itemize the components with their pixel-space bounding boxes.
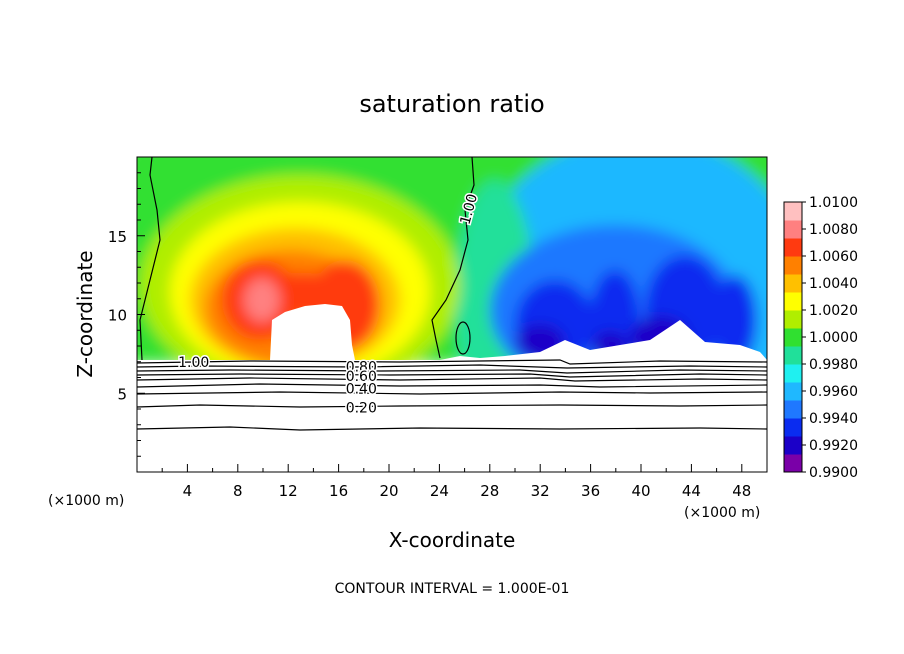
x-tick-label: 36	[581, 482, 600, 500]
colorbar-tick-label: 1.0100	[809, 195, 858, 211]
colorbar-tick-label: 0.9900	[809, 465, 858, 481]
colorbar-tick-label: 0.9940	[809, 411, 858, 427]
contour-0.10	[137, 426, 767, 431]
contour-lines	[137, 157, 767, 431]
x-unit-label-right: (×1000 m)	[684, 505, 760, 521]
colorbar-band	[784, 202, 802, 221]
y-axis-title: Z-coordinate	[73, 250, 97, 377]
contour-0.60	[137, 373, 767, 378]
x-tick-label: 28	[480, 482, 499, 500]
x-tick-label: 48	[732, 482, 751, 500]
colorbar-tick-label: 0.9920	[809, 438, 858, 454]
saturation-field	[137, 157, 767, 472]
colorbar-band	[784, 346, 802, 365]
x-tick-label: 16	[329, 482, 348, 500]
colorbar-band	[784, 364, 802, 383]
contour-0.30	[137, 391, 767, 395]
x-tick-label: 8	[233, 482, 243, 500]
colorbar-tick-label: 1.0080	[809, 222, 858, 238]
contour-stack	[137, 359, 767, 431]
contour-label: 0.40	[346, 382, 377, 398]
contour-label: 0.60	[346, 369, 377, 385]
chart-title: saturation ratio	[359, 90, 544, 118]
field-blue-cell-4	[713, 275, 757, 365]
colorbar-tick-label: 0.9960	[809, 384, 858, 400]
x-tick-label: 12	[279, 482, 298, 500]
x-tick-label: 24	[430, 482, 449, 500]
colorbar-tick-label: 1.0060	[809, 249, 858, 265]
field-white-hole	[270, 304, 355, 360]
y-tick-label: 10	[108, 307, 127, 325]
contour-interval-note: CONTOUR INTERVAL = 1.000E-01	[335, 581, 570, 597]
contour-1.00-loop	[455, 321, 471, 355]
x-tick-label: 4	[183, 482, 193, 500]
colorbar-tick-label: 1.0020	[809, 303, 858, 319]
field-pink-core	[244, 278, 280, 322]
colorbar-tick-label: 1.0040	[809, 276, 858, 292]
colorbar-tick-label: 1.0000	[809, 330, 858, 346]
x-tick-label: 44	[682, 482, 701, 500]
contour-0.20	[137, 404, 767, 408]
contour-0.70	[137, 369, 767, 374]
colorbar-band	[784, 328, 802, 347]
contour-label: 0.20	[346, 400, 377, 416]
field-sub-cloud-base	[137, 360, 767, 472]
colorbar-tick-label: 0.9980	[809, 357, 858, 373]
contour-label: 1.00	[178, 355, 209, 371]
field-white-spikes	[440, 320, 767, 360]
colorbar-band	[784, 238, 802, 257]
x-tick-label: 40	[631, 482, 650, 500]
contour-0.40	[137, 383, 767, 388]
colorbar-band	[784, 454, 802, 473]
contour-label: 0.80	[346, 359, 377, 375]
colorbar-band	[784, 274, 802, 293]
contour-1.00-east	[431, 157, 475, 359]
x-tick-label: 20	[379, 482, 398, 500]
x-axis: 4 8 12 16 20 24 28 32 36 40 44 48	[161, 464, 751, 500]
colorbar-band	[784, 436, 802, 455]
colorbar-band	[784, 292, 802, 311]
y-tick-label: 5	[117, 385, 127, 403]
colorbar-band	[784, 220, 802, 239]
contour-0.90	[137, 359, 767, 365]
x-axis-title: X-coordinate	[389, 528, 516, 552]
contour-0.50	[137, 377, 767, 382]
x-unit-label-left: (×1000 m)	[48, 493, 124, 509]
colorbar-band	[784, 310, 802, 329]
colorbar-band	[784, 418, 802, 437]
y-axis: 5 10 15	[108, 172, 145, 457]
colorbar: 1.0100 1.0080 1.0060 1.0040 1.0020 1.0000 0.99…	[783, 195, 858, 481]
contour-labels: 1.001.000.800.600.400.20	[177, 191, 483, 418]
contour-1.00-west	[139, 157, 161, 361]
plot-area: 1.001.000.800.600.400.20	[137, 157, 767, 472]
colorbar-band	[784, 256, 802, 275]
y-tick-label: 15	[108, 228, 127, 246]
colorbar-band	[784, 400, 802, 419]
contour-0.80	[137, 364, 767, 369]
colorbar-band	[784, 382, 802, 401]
x-tick-label: 32	[531, 482, 550, 500]
